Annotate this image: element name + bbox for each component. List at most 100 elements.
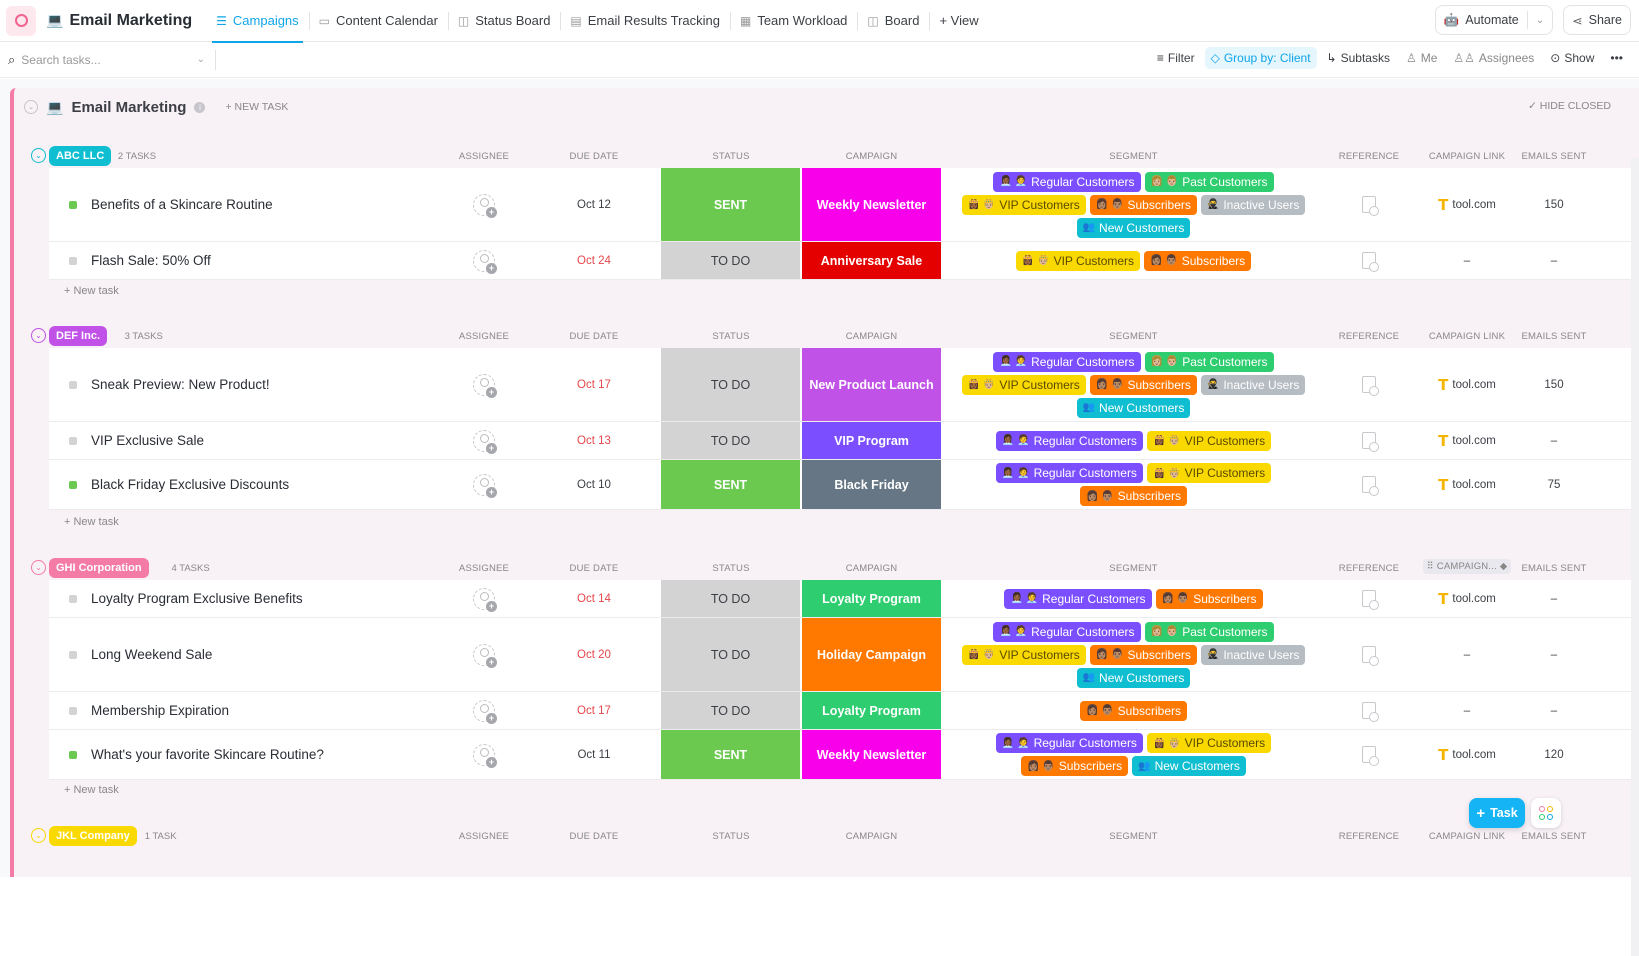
new-task-row-button[interactable]: + New task [64, 784, 119, 796]
column-header-segment[interactable]: SEGMENT [941, 831, 1326, 842]
task-name[interactable]: Membership Expiration [91, 703, 229, 718]
status-cell[interactable]: TO DO [661, 422, 801, 459]
status-cell[interactable]: TO DO [661, 348, 801, 421]
column-header-reference[interactable]: REFERENCE [1329, 563, 1409, 574]
apps-button[interactable] [1531, 798, 1561, 828]
attach-file-icon[interactable] [1362, 476, 1376, 493]
reference-cell[interactable] [1329, 618, 1409, 691]
table-row[interactable]: Black Friday Exclusive DiscountsOct 10SE… [49, 460, 1639, 510]
status-indicator-icon[interactable] [69, 381, 77, 389]
column-header-reference[interactable]: REFERENCE [1329, 831, 1409, 842]
segment-tag-regular-customers[interactable]: 👩🏾‍💼 🧑‍💼Regular Customers [993, 622, 1140, 642]
emails-sent[interactable]: – [1519, 580, 1589, 617]
status-indicator-icon[interactable] [69, 707, 77, 715]
collapse-list-icon[interactable]: ⌄ [24, 100, 38, 114]
segment-tag-regular-customers[interactable]: 👩🏾‍💼 🧑‍💼Regular Customers [996, 463, 1143, 483]
segment-cell[interactable]: 👩🏾‍💼 🧑‍💼Regular Customers👩🏼 👨🏼Past Custo… [941, 618, 1326, 691]
attach-file-icon[interactable] [1362, 746, 1376, 763]
column-header-emails[interactable]: EMAILS SENT [1519, 151, 1589, 162]
scrollbar[interactable] [1631, 158, 1639, 956]
add-assignee-icon[interactable] [473, 744, 495, 766]
assignee-cell[interactable] [444, 422, 524, 459]
column-header-assignee[interactable]: ASSIGNEE [444, 563, 524, 574]
attach-file-icon[interactable] [1362, 432, 1376, 449]
more-options-button[interactable]: ••• [1604, 47, 1629, 69]
add-assignee-icon[interactable] [473, 644, 495, 666]
segment-tag-new-customers[interactable]: 👥New Customers [1077, 398, 1191, 418]
segment-cell[interactable]: 👩🏾‍💼 🧑‍💼Regular Customers👸🏾 🤴🏼VIP Custom… [941, 730, 1326, 779]
task-name-cell[interactable]: Membership Expiration [49, 692, 409, 729]
segment-cell[interactable]: 👩🏾‍💼 🧑‍💼Regular Customers👸🏾 🤴🏼VIP Custom… [941, 422, 1326, 459]
subtasks-button[interactable]: ↳Subtasks [1321, 47, 1396, 69]
segment-tag-regular-customers[interactable]: 👩🏾‍💼 🧑‍💼Regular Customers [1004, 589, 1151, 609]
campaign-link[interactable]: tool.com [1452, 479, 1495, 491]
segment-tag-subscribers[interactable]: 👩🏽 👨🏽Subscribers [1080, 701, 1187, 721]
campaign-link[interactable]: tool.com [1452, 435, 1495, 447]
column-header-due[interactable]: DUE DATE [554, 151, 634, 162]
column-header-segment[interactable]: SEGMENT [941, 563, 1326, 574]
column-header-campaign[interactable]: CAMPAIGN [802, 563, 941, 574]
status-indicator-icon[interactable] [69, 437, 77, 445]
reference-cell[interactable] [1329, 692, 1409, 729]
campaign-link-cell[interactable]: – [1421, 618, 1513, 691]
reference-cell[interactable] [1329, 168, 1409, 241]
status-cell[interactable]: TO DO [661, 242, 801, 279]
reference-cell[interactable] [1329, 730, 1409, 779]
assignee-cell[interactable] [444, 730, 524, 779]
task-name-cell[interactable]: Black Friday Exclusive Discounts [49, 460, 409, 509]
collapse-group-icon[interactable]: ⌄ [31, 560, 46, 575]
segment-tag-subscribers[interactable]: 👩🏽 👨🏽Subscribers [1090, 195, 1197, 215]
task-name-cell[interactable]: What's your favorite Skincare Routine? [49, 730, 409, 779]
segment-tag-regular-customers[interactable]: 👩🏾‍💼 🧑‍💼Regular Customers [996, 431, 1143, 451]
column-header-emails[interactable]: EMAILS SENT [1519, 831, 1589, 842]
task-name-cell[interactable]: Loyalty Program Exclusive Benefits [49, 580, 409, 617]
column-header-drag[interactable]: ⠿CAMPAIGN...◆ [1423, 559, 1512, 574]
assignee-cell[interactable] [444, 168, 524, 241]
segment-tag-subscribers[interactable]: 👩🏽 👨🏽Subscribers [1080, 486, 1187, 506]
campaign-link[interactable]: – [1464, 705, 1470, 717]
hide-closed-toggle[interactable]: ✓ HIDE CLOSED [1528, 100, 1611, 112]
column-header-campaign[interactable]: CAMPAIGN [802, 331, 941, 342]
segment-tag-subscribers[interactable]: 👩🏽 👨🏽Subscribers [1156, 589, 1263, 609]
task-name[interactable]: Long Weekend Sale [91, 647, 212, 662]
task-name-cell[interactable]: Long Weekend Sale [49, 618, 409, 691]
collapse-group-icon[interactable]: ⌄ [31, 148, 46, 163]
tab-content-calendar[interactable]: ▭Content Calendar [309, 0, 448, 42]
search-input[interactable]: ⌕ Search tasks... ⌄ [8, 50, 216, 70]
segment-tag-past-customers[interactable]: 👩🏼 👨🏼Past Customers [1145, 352, 1274, 372]
campaign-link[interactable]: tool.com [1452, 749, 1495, 761]
collapse-group-icon[interactable]: ⌄ [31, 328, 46, 343]
drag-handle-icon[interactable]: ⠿ [1427, 561, 1434, 572]
automate-button[interactable]: 🤖 Automate ⌄ [1435, 5, 1553, 35]
column-header-emails[interactable]: EMAILS SENT [1519, 331, 1589, 342]
column-header-assignee[interactable]: ASSIGNEE [444, 831, 524, 842]
segment-tag-subscribers[interactable]: 👩🏽 👨🏽Subscribers [1090, 375, 1197, 395]
due-date[interactable]: Oct 17 [554, 348, 634, 421]
assignee-cell[interactable] [444, 618, 524, 691]
task-name[interactable]: VIP Exclusive Sale [91, 433, 204, 448]
group-by-button[interactable]: ◇Group by: Client [1205, 47, 1317, 69]
status-indicator-icon[interactable] [69, 751, 77, 759]
status-cell[interactable]: TO DO [661, 618, 801, 691]
segment-tag-new-customers[interactable]: 👥New Customers [1077, 668, 1191, 688]
segment-tag-regular-customers[interactable]: 👩🏾‍💼 🧑‍💼Regular Customers [993, 352, 1140, 372]
segment-cell[interactable]: 👸🏾 🤴🏼VIP Customers👩🏽 👨🏽Subscribers [941, 242, 1326, 279]
status-indicator-icon[interactable] [69, 257, 77, 265]
task-name-cell[interactable]: Benefits of a Skincare Routine [49, 168, 409, 241]
chevron-down-icon[interactable]: ⌄ [1536, 15, 1544, 26]
campaign-link[interactable]: tool.com [1452, 379, 1495, 391]
campaign-cell[interactable]: Loyalty Program [802, 692, 941, 729]
tab-board[interactable]: ◫Board [857, 0, 929, 42]
column-header-link[interactable]: ⠿CAMPAIGN...◆ [1421, 559, 1513, 574]
segment-cell[interactable]: 👩🏽 👨🏽Subscribers [941, 692, 1326, 729]
column-header-emails[interactable]: EMAILS SENT [1519, 563, 1589, 574]
task-name[interactable]: Benefits of a Skincare Routine [91, 197, 273, 212]
tab-email-results-tracking[interactable]: ▤Email Results Tracking [560, 0, 730, 42]
column-header-link[interactable]: CAMPAIGN LINK [1421, 831, 1513, 842]
